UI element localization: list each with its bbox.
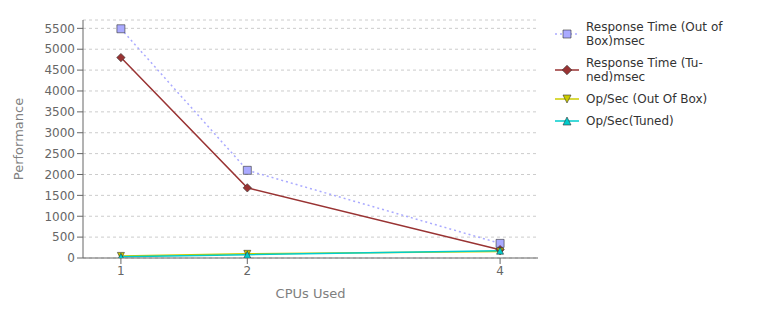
svg-text:4500: 4500 (44, 63, 75, 77)
svg-text:5500: 5500 (44, 22, 75, 36)
svg-text:0: 0 (67, 251, 75, 265)
svg-text:4: 4 (496, 264, 504, 278)
html-text:Response Time (Out of Box)msec: Response Time (Out of Box)msec (586, 20, 723, 48)
svg-text:1: 1 (117, 264, 125, 278)
svg-text:5000: 5000 (44, 42, 75, 56)
html-text:Response Time (Tu- ned)msec: Response Time (Tu- ned)msec (586, 56, 703, 84)
svg-text:1500: 1500 (44, 189, 75, 203)
svg-text:4000: 4000 (44, 84, 75, 98)
svg-text:Performance: Performance (11, 98, 26, 180)
svg-text:CPUs Used: CPUs Used (276, 286, 346, 301)
html-text:Op/Sec (Out Of Box): Op/Sec (Out Of Box) (586, 92, 708, 106)
svg-text:3000: 3000 (44, 126, 75, 140)
svg-text:1000: 1000 (44, 210, 75, 224)
svg-text:2000: 2000 (44, 168, 75, 182)
svg-text:500: 500 (52, 230, 75, 244)
svg-text:2500: 2500 (44, 147, 75, 161)
svg-text:3500: 3500 (44, 105, 75, 119)
html-text:Op/Sec(Tuned): Op/Sec(Tuned) (586, 114, 674, 128)
svg-text:2: 2 (243, 264, 251, 278)
